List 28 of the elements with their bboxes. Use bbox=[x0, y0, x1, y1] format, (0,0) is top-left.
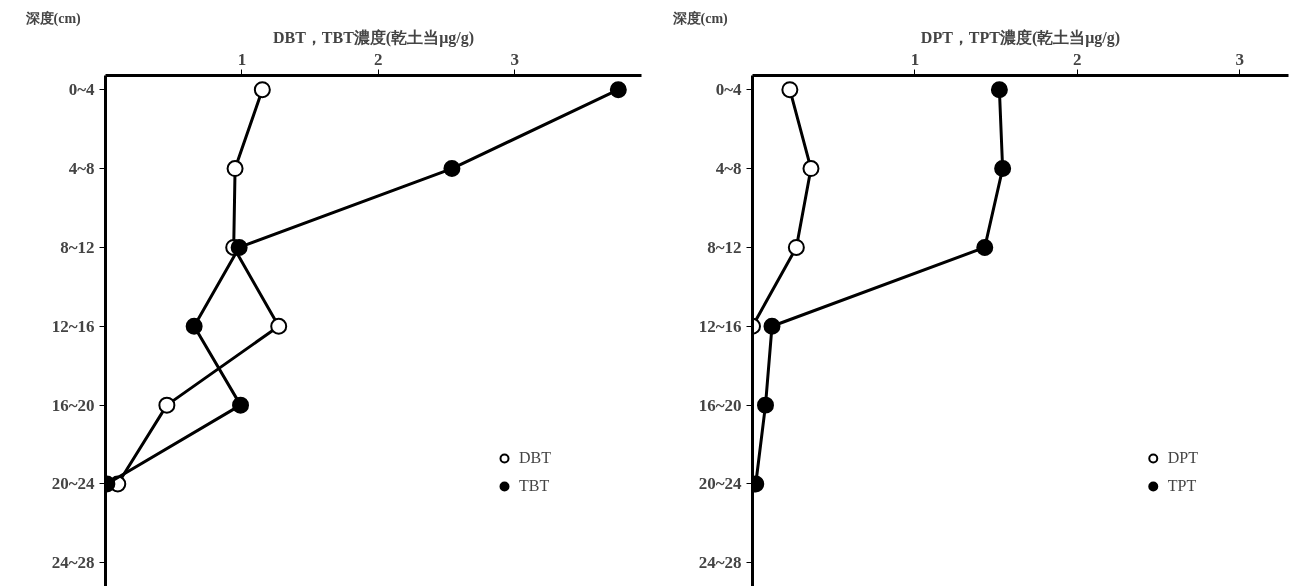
y-tick-label: 0~4 bbox=[715, 80, 742, 100]
y-tick-label: 20~24 bbox=[698, 474, 742, 494]
x-axis-title: DBT，TBT濃度(乾土当μg/g) bbox=[272, 27, 475, 47]
x-tick-label: 2 bbox=[1073, 49, 1082, 69]
y-tick-label: 0~4 bbox=[68, 80, 95, 100]
y-tick-label: 12~16 bbox=[51, 316, 95, 336]
y-tick-label: 24~28 bbox=[698, 553, 742, 573]
y-tick-label: 16~20 bbox=[698, 395, 742, 415]
y-tick-label: 24~28 bbox=[51, 553, 95, 573]
x-tick-label: 1 bbox=[237, 49, 247, 69]
y-tick-label: 8~12 bbox=[707, 237, 742, 257]
x-tick-label: 2 bbox=[374, 49, 383, 69]
y-tick-label: 16~20 bbox=[51, 395, 95, 415]
x-tick-label: 1 bbox=[910, 49, 920, 69]
y-tick-label: 20~24 bbox=[51, 474, 95, 494]
legend-label: TPT bbox=[1167, 477, 1197, 495]
legend-label: DBT bbox=[519, 449, 551, 467]
y-axis-title: 深度(cm) bbox=[671, 9, 729, 27]
x-axis-title: DPT，TPT濃度(乾土当μg/g) bbox=[920, 27, 1121, 47]
legend-label: TBT bbox=[519, 477, 550, 495]
y-axis-title: 深度(cm) bbox=[24, 9, 82, 27]
x-tick-label: 3 bbox=[1235, 49, 1245, 69]
y-tick-label: 4~8 bbox=[715, 159, 742, 179]
y-tick-label: 12~16 bbox=[698, 316, 742, 336]
y-tick-label: 4~8 bbox=[68, 159, 95, 179]
y-tick-label: 8~12 bbox=[60, 237, 95, 257]
legend-label: DPT bbox=[1167, 449, 1198, 467]
x-tick-label: 3 bbox=[510, 49, 519, 69]
